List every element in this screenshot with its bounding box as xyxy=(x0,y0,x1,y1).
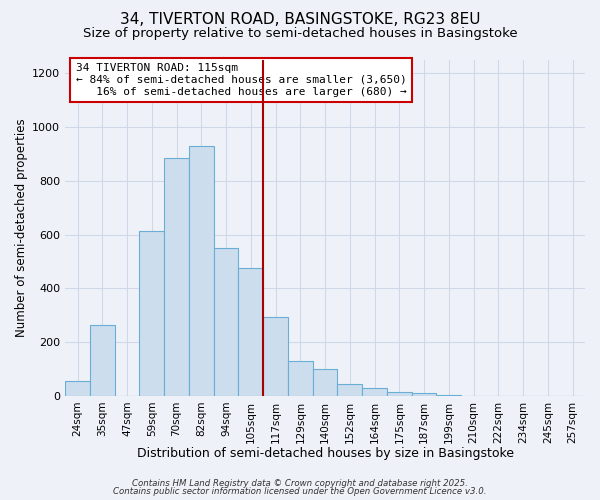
Bar xyxy=(65,381,90,396)
Bar xyxy=(337,384,362,396)
Text: 34 TIVERTON ROAD: 115sqm
← 84% of semi-detached houses are smaller (3,650)
   16: 34 TIVERTON ROAD: 115sqm ← 84% of semi-d… xyxy=(76,64,406,96)
Bar xyxy=(238,268,263,396)
Bar xyxy=(313,369,337,396)
Bar xyxy=(436,394,461,396)
Y-axis label: Number of semi-detached properties: Number of semi-detached properties xyxy=(15,118,28,337)
Bar xyxy=(387,392,412,396)
Bar xyxy=(288,361,313,396)
Text: 34, TIVERTON ROAD, BASINGSTOKE, RG23 8EU: 34, TIVERTON ROAD, BASINGSTOKE, RG23 8EU xyxy=(120,12,480,28)
Bar xyxy=(189,146,214,396)
Bar xyxy=(214,248,238,396)
Bar xyxy=(412,393,436,396)
Bar xyxy=(139,230,164,396)
Text: Contains HM Land Registry data © Crown copyright and database right 2025.: Contains HM Land Registry data © Crown c… xyxy=(132,478,468,488)
X-axis label: Distribution of semi-detached houses by size in Basingstoke: Distribution of semi-detached houses by … xyxy=(137,447,514,460)
Bar xyxy=(164,158,189,396)
Bar xyxy=(90,324,115,396)
Text: Contains public sector information licensed under the Open Government Licence v3: Contains public sector information licen… xyxy=(113,487,487,496)
Text: Size of property relative to semi-detached houses in Basingstoke: Size of property relative to semi-detach… xyxy=(83,28,517,40)
Bar xyxy=(362,388,387,396)
Bar xyxy=(263,316,288,396)
